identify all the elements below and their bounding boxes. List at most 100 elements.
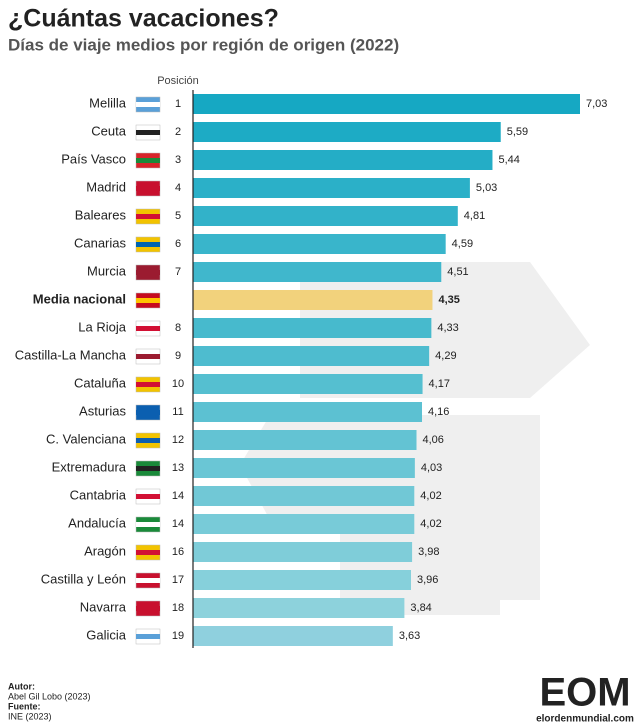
flag-stripe bbox=[136, 522, 160, 527]
value-label: 4,06 bbox=[423, 434, 444, 446]
bar bbox=[193, 402, 423, 422]
position-label: 9 bbox=[175, 350, 181, 362]
bar bbox=[193, 318, 432, 338]
flag-stripe bbox=[136, 410, 160, 415]
category-label: La Rioja bbox=[78, 319, 126, 334]
flag-stripe bbox=[136, 326, 160, 331]
flag-stripe bbox=[136, 494, 160, 499]
bar bbox=[193, 234, 446, 254]
chart-title: ¿Cuántas vacaciones? bbox=[8, 5, 279, 33]
category-label: Ceuta bbox=[91, 123, 126, 138]
position-label: 6 bbox=[175, 238, 181, 250]
flag-stripe bbox=[136, 382, 160, 387]
category-label: Castilla-La Mancha bbox=[15, 347, 127, 362]
flag-stripe bbox=[136, 298, 160, 303]
category-label: Extremadura bbox=[52, 459, 127, 474]
bar bbox=[193, 542, 413, 562]
category-label: Melilla bbox=[89, 95, 127, 110]
flag-stripe bbox=[136, 354, 160, 359]
position-label: 17 bbox=[172, 574, 184, 586]
position-label: 3 bbox=[175, 154, 181, 166]
category-label: Madrid bbox=[86, 179, 126, 194]
value-label: 4,02 bbox=[420, 518, 441, 530]
position-label: 4 bbox=[175, 182, 181, 194]
value-label: 3,63 bbox=[399, 630, 420, 642]
flag-stripe bbox=[136, 578, 160, 583]
category-label: Galicia bbox=[86, 627, 127, 642]
category-label: Cantabria bbox=[70, 487, 127, 502]
position-label: 12 bbox=[172, 434, 184, 446]
bar bbox=[193, 346, 430, 366]
bar bbox=[193, 94, 580, 114]
bar bbox=[193, 122, 501, 142]
bar bbox=[193, 178, 470, 198]
flag-stripe bbox=[136, 102, 160, 107]
category-label: País Vasco bbox=[61, 151, 126, 166]
value-label: 4,29 bbox=[435, 350, 456, 362]
chart-subtitle: Días de viaje medios por región de orige… bbox=[8, 35, 399, 54]
value-label: 5,59 bbox=[507, 126, 528, 138]
position-header: Posición bbox=[157, 75, 199, 87]
value-label: 4,33 bbox=[437, 322, 458, 334]
logo-site: elordenmundial.com bbox=[536, 714, 634, 725]
category-label: Murcia bbox=[87, 263, 127, 278]
value-label: 4,16 bbox=[428, 406, 449, 418]
category-label: Media nacional bbox=[33, 291, 126, 306]
bar bbox=[193, 486, 415, 506]
position-label: 10 bbox=[172, 378, 184, 390]
position-label: 16 bbox=[172, 546, 184, 558]
category-label: Cataluña bbox=[74, 375, 127, 390]
flag-stripe bbox=[136, 130, 160, 135]
bar bbox=[193, 626, 393, 646]
position-label: 11 bbox=[172, 406, 183, 418]
category-label: Aragón bbox=[84, 543, 126, 558]
value-label: 5,03 bbox=[476, 182, 497, 194]
value-label: 3,96 bbox=[417, 574, 438, 586]
flag-stripe bbox=[136, 606, 160, 611]
position-label: 18 bbox=[172, 602, 184, 614]
flag-stripe bbox=[136, 158, 160, 163]
position-label: 14 bbox=[172, 518, 184, 530]
category-label: Castilla y León bbox=[41, 571, 126, 586]
position-label: 5 bbox=[175, 210, 181, 222]
logo-mark: EOM bbox=[539, 671, 630, 715]
bar bbox=[193, 598, 405, 618]
bar bbox=[193, 206, 458, 226]
value-label: 4,81 bbox=[464, 210, 485, 222]
category-label: Asturias bbox=[79, 403, 126, 418]
flag-stripe bbox=[136, 466, 160, 471]
position-label: 8 bbox=[175, 322, 181, 334]
flag-stripe bbox=[136, 270, 160, 275]
flag-stripe bbox=[136, 438, 160, 443]
value-label: 3,84 bbox=[410, 602, 431, 614]
value-label: 7,03 bbox=[586, 98, 607, 110]
bar bbox=[193, 458, 415, 478]
author-label: Autor: bbox=[8, 681, 35, 691]
flag-stripe bbox=[136, 186, 160, 191]
position-label: 14 bbox=[172, 490, 184, 502]
value-label: 4,51 bbox=[447, 266, 468, 278]
value-label: 4,59 bbox=[452, 238, 473, 250]
value-label: 4,17 bbox=[429, 378, 450, 390]
position-label: 13 bbox=[172, 462, 184, 474]
bar bbox=[193, 150, 493, 170]
flag-stripe bbox=[136, 550, 160, 555]
value-label: 4,35 bbox=[438, 294, 459, 306]
flag-stripe bbox=[136, 242, 160, 247]
flag-stripe bbox=[136, 634, 160, 639]
category-label: Canarias bbox=[74, 235, 127, 250]
value-label: 4,02 bbox=[420, 490, 441, 502]
value-label: 3,98 bbox=[418, 546, 439, 558]
category-label: Navarra bbox=[80, 599, 127, 614]
bar bbox=[193, 514, 415, 534]
position-label: 2 bbox=[175, 126, 181, 138]
flag-stripe bbox=[136, 214, 160, 219]
source: INE (2023) bbox=[8, 711, 52, 721]
source-label: Fuente: bbox=[8, 701, 41, 711]
value-label: 5,44 bbox=[498, 154, 519, 166]
bar bbox=[193, 262, 442, 282]
value-label: 4,03 bbox=[421, 462, 442, 474]
category-label: C. Valenciana bbox=[46, 431, 127, 446]
